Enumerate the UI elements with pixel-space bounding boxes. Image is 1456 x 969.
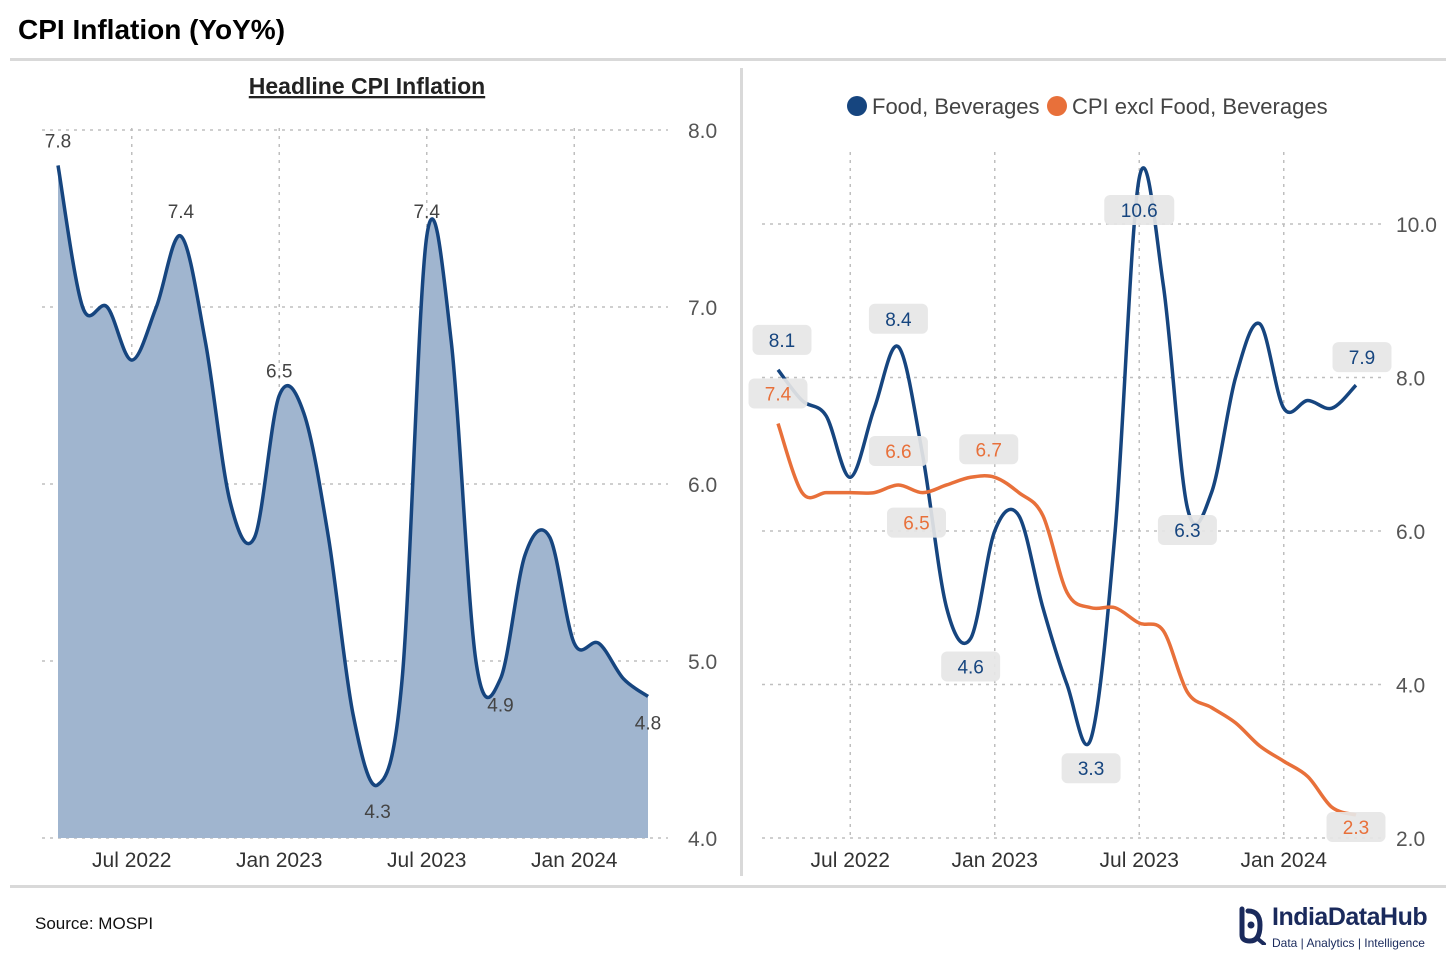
data-label-box [1061,753,1121,784]
y-tick-label: 6.0 [1396,521,1425,544]
legend-marker [847,96,867,116]
data-label: 4.6 [957,657,983,678]
data-label-box [868,435,928,466]
data-label-box [752,324,812,355]
data-label-box [868,303,928,334]
data-label: 3.3 [1078,759,1104,780]
y-tick-label: 4.0 [688,828,717,851]
x-tick-label: Jan 2023 [952,849,1038,872]
data-label: 7.8 [45,131,71,152]
data-label: 7.4 [414,202,441,223]
y-tick-label: 2.0 [1396,828,1425,851]
y-tick-label: 4.0 [1396,675,1425,698]
series-line [776,422,1357,817]
data-label-box [1326,811,1386,842]
y-tick-label: 6.0 [688,474,717,497]
x-tick-label: Jul 2023 [1100,849,1179,872]
panel-divider [740,68,743,876]
x-tick-label: Jan 2023 [236,849,322,872]
data-label: 6.5 [266,362,292,383]
page-title: CPI Inflation (YoY%) [18,14,286,45]
data-label-box [748,378,808,409]
data-label: 6.7 [976,440,1002,461]
food-vs-core-chart: 2.0 4.0 6.0 8.0 10.0 Jul 2022 Jan 2023 Jul 2023… [748,94,1437,872]
data-label: 2.3 [1343,818,1369,839]
data-label: 6.6 [885,442,911,463]
legend-marker [1047,96,1067,116]
header-divider [10,58,1446,61]
series-line [776,166,1358,747]
data-label: 4.3 [364,802,390,823]
data-label: 4.9 [487,696,513,717]
data-label-box [941,651,1001,682]
x-tick-label: Jan 2024 [531,849,618,872]
legend-label: CPI excl Food, Beverages [1072,94,1328,119]
footer-divider [10,885,1446,888]
data-label: 4.8 [635,713,661,734]
data-label-box [959,434,1019,465]
brand-icon [1239,906,1266,945]
headline-cpi-chart: 4.0 5.0 6.0 7.0 8.0 Jul 2022 Jan 2023 Jul 2023 J… [42,73,717,872]
data-label-box [1157,514,1217,545]
y-tick-label: 5.0 [688,651,717,674]
data-label: 7.4 [168,202,195,223]
x-tick-label: Jan 2024 [1241,849,1328,872]
data-label-box [1104,194,1175,225]
chart-title: Headline CPI Inflation [249,73,485,99]
area-fill [58,165,648,838]
data-label-box [887,507,946,538]
data-label: 7.4 [765,385,792,406]
data-label: 8.1 [769,331,795,352]
data-label: 6.5 [903,514,929,535]
data-label-box [1332,342,1392,373]
legend-label: Food, Beverages [872,94,1040,119]
data-label: 10.6 [1121,201,1158,222]
data-label: 6.3 [1174,521,1200,542]
source-note: Source: MOSPI [35,914,154,933]
brand-tagline: Data | Analytics | Intelligence [1272,936,1425,950]
y-tick-label: 8.0 [688,120,717,143]
series-line [56,165,650,788]
data-label: 8.4 [885,310,912,331]
x-tick-label: Jul 2022 [811,849,890,872]
x-tick-label: Jul 2022 [92,849,171,872]
x-tick-label: Jul 2023 [387,849,466,872]
data-label: 7.9 [1349,348,1375,369]
brand-name: IndiaDataHub [1272,903,1428,931]
y-tick-label: 10.0 [1396,214,1437,237]
y-tick-label: 8.0 [1396,368,1425,391]
y-tick-label: 7.0 [688,297,717,320]
